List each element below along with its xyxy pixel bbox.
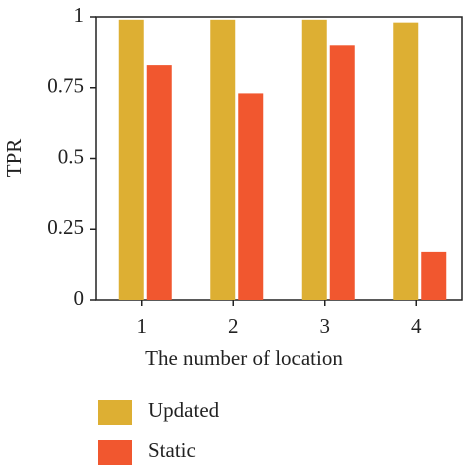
bar	[210, 19, 236, 301]
x-tick-label: 1	[137, 314, 148, 338]
y-tick-label: 0.25	[47, 215, 84, 239]
bar	[393, 22, 419, 300]
y-tick-label: 0.75	[47, 74, 84, 98]
bar	[146, 65, 172, 300]
bar	[118, 19, 144, 301]
bar	[301, 19, 327, 301]
bar	[421, 251, 447, 300]
bar	[238, 93, 264, 300]
y-tick-label: 0	[74, 286, 85, 310]
x-axis-label: The number of location	[145, 346, 343, 370]
bar	[329, 45, 355, 300]
legend-label: Updated	[148, 398, 220, 422]
x-tick-label: 2	[228, 314, 239, 338]
x-tick-label: 4	[411, 314, 422, 338]
legend-label: Static	[148, 438, 196, 462]
legend-swatch	[98, 440, 132, 465]
y-tick-label: 1	[74, 3, 85, 27]
x-tick-label: 3	[320, 314, 331, 338]
legend-swatch	[98, 400, 132, 425]
y-tick-label: 0.5	[58, 144, 84, 168]
y-axis-label: TPR	[2, 139, 26, 178]
